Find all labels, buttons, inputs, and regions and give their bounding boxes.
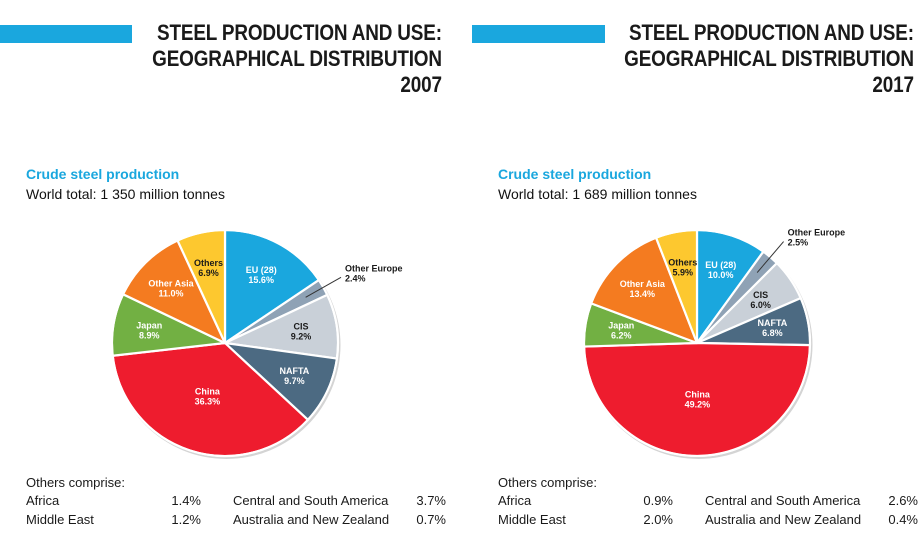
others-row: Middle East 1.2% Australia and New Zeala… (26, 512, 446, 531)
others-value: 3.7% (416, 493, 446, 508)
pie-label-other-asia: Other Asia 11.0% (148, 278, 194, 298)
leader-line-other-europe (756, 241, 784, 273)
others-region: Central and South America (705, 493, 861, 508)
others-region: Africa (26, 493, 60, 508)
chart-panel-2007: STEEL PRODUCTION AND USE: GEOGRAPHICAL D… (0, 0, 450, 544)
others-region: Middle East (26, 512, 94, 527)
accent-bar (472, 25, 605, 43)
pie-rim (111, 229, 339, 457)
others-value: 0.7% (416, 512, 446, 527)
title-line-2: GEOGRAPHICAL DISTRIBUTION (624, 46, 914, 71)
pie-label-eu-28: EU (28) 10.0% (705, 260, 736, 280)
pie-label-cis: CIS 6.0% (750, 290, 771, 310)
pie-label-nafta: NAFTA 6.8% (757, 318, 787, 338)
others-row: Africa 0.9% Central and South America 2.… (498, 493, 918, 512)
others-comprise: Others comprise: Africa 0.9% Central and… (498, 475, 918, 531)
others-title: Others comprise: (498, 475, 597, 490)
pie-label-japan: Japan 6.2% (608, 321, 634, 341)
others-region: Australia and New Zealand (705, 512, 862, 527)
accent-bar (0, 25, 132, 43)
chart-panel-2017: STEEL PRODUCTION AND USE: GEOGRAPHICAL D… (472, 0, 922, 544)
title-year: 2007 (400, 72, 443, 97)
title-year: 2017 (872, 72, 915, 97)
world-total: World total: 1 689 million tonnes (498, 186, 697, 202)
others-region: Africa (498, 493, 532, 508)
chart-subtitle: Crude steel production (498, 166, 652, 182)
pie-label-eu-28: EU (28) 15.6% (246, 265, 277, 285)
chart-subtitle: Crude steel production (26, 166, 180, 182)
others-comprise: Others comprise: Africa 1.4% Central and… (26, 475, 446, 531)
pie-label-nafta: NAFTA 9.7% (279, 366, 309, 386)
pie-label-china: China 36.3% (195, 387, 221, 407)
title-line-1: STEEL PRODUCTION AND USE: (629, 20, 914, 45)
title-line-1: STEEL PRODUCTION AND USE: (157, 20, 443, 45)
pie-label-others: Others 6.9% (194, 258, 223, 278)
others-value: 0.9% (643, 493, 673, 508)
others-region: Central and South America (233, 493, 389, 508)
pie-label-other-europe: Other Europe 2.4% (345, 263, 403, 283)
chart-title: STEEL PRODUCTION AND USE: GEOGRAPHICAL D… (152, 20, 442, 98)
others-value: 1.2% (171, 512, 201, 527)
others-value: 0.4% (888, 512, 918, 527)
others-row: Africa 1.4% Central and South America 3.… (26, 493, 446, 512)
pie-label-cis: CIS 9.2% (291, 322, 312, 342)
others-region: Australia and New Zealand (233, 512, 390, 527)
pie-label-japan: Japan 8.9% (136, 320, 162, 340)
others-value: 2.6% (888, 493, 918, 508)
others-value: 2.0% (643, 512, 673, 527)
others-row: Middle East 2.0% Australia and New Zeala… (498, 512, 918, 531)
pie-label-others: Others 5.9% (668, 258, 697, 278)
chart-title: STEEL PRODUCTION AND USE: GEOGRAPHICAL D… (624, 20, 914, 98)
pie-label-other-asia: Other Asia 13.4% (620, 279, 666, 299)
world-total: World total: 1 350 million tonnes (26, 186, 225, 202)
title-line-2: GEOGRAPHICAL DISTRIBUTION (152, 46, 442, 71)
others-value: 1.4% (171, 493, 201, 508)
others-title: Others comprise: (26, 475, 125, 490)
pie-label-other-europe: Other Europe 2.5% (788, 228, 846, 248)
pie-label-china: China 49.2% (685, 390, 711, 410)
pie-chart-2007: EU (28) 15.6% Other Europe 2.4% CIS 9.2% NAFTA… (110, 228, 403, 459)
pie-chart-2017: EU (28) 10.0% Other Europe 2.5% CIS 6.0% NAFTA… (582, 228, 846, 459)
pie-rim (583, 229, 811, 457)
others-region: Middle East (498, 512, 566, 527)
leader-line-other-europe (305, 276, 342, 298)
